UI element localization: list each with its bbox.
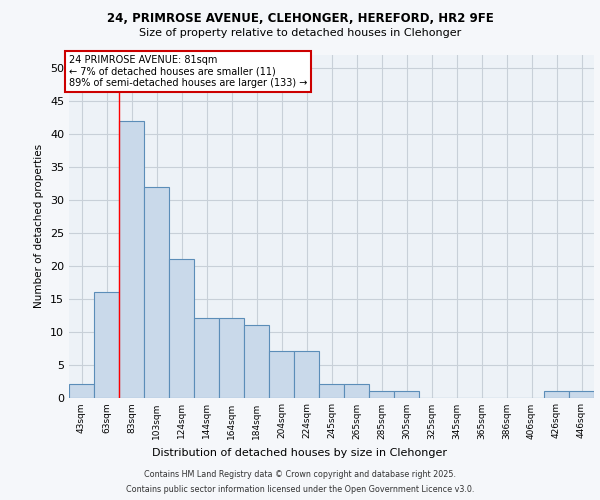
Bar — [194, 318, 219, 398]
Text: Size of property relative to detached houses in Clehonger: Size of property relative to detached ho… — [139, 28, 461, 38]
Bar — [319, 384, 344, 398]
Bar — [394, 391, 419, 398]
Bar — [544, 391, 569, 398]
Text: 24 PRIMROSE AVENUE: 81sqm
← 7% of detached houses are smaller (11)
89% of semi-d: 24 PRIMROSE AVENUE: 81sqm ← 7% of detach… — [69, 55, 307, 88]
Bar — [294, 352, 319, 398]
Bar — [119, 121, 144, 398]
Bar — [269, 352, 294, 398]
Bar — [344, 384, 369, 398]
Bar — [244, 325, 269, 398]
Text: Contains public sector information licensed under the Open Government Licence v3: Contains public sector information licen… — [126, 485, 474, 494]
Text: 24, PRIMROSE AVENUE, CLEHONGER, HEREFORD, HR2 9FE: 24, PRIMROSE AVENUE, CLEHONGER, HEREFORD… — [107, 12, 493, 26]
Text: Contains HM Land Registry data © Crown copyright and database right 2025.: Contains HM Land Registry data © Crown c… — [144, 470, 456, 479]
Bar — [219, 318, 244, 398]
Y-axis label: Number of detached properties: Number of detached properties — [34, 144, 44, 308]
Bar — [94, 292, 119, 398]
Bar — [169, 259, 194, 398]
Text: Distribution of detached houses by size in Clehonger: Distribution of detached houses by size … — [152, 448, 448, 458]
Bar — [144, 186, 169, 398]
Bar — [369, 391, 394, 398]
Bar — [69, 384, 94, 398]
Bar — [569, 391, 594, 398]
